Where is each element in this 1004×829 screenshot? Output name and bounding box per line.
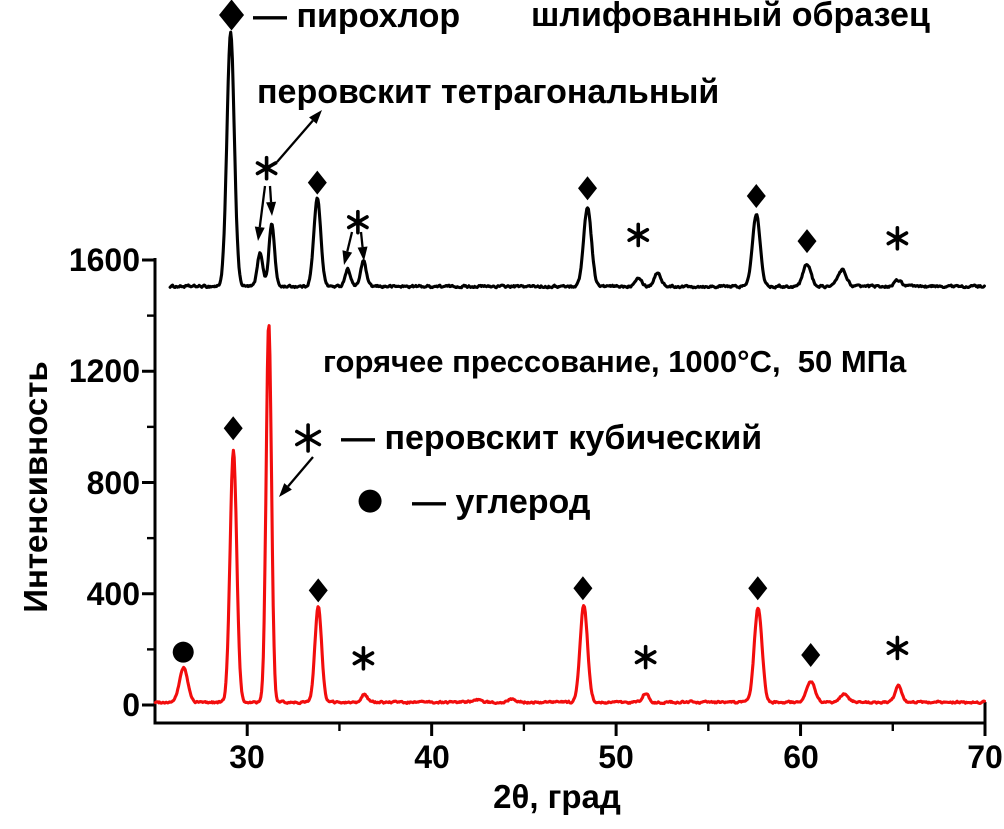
annotation-arrow [359, 231, 364, 248]
diamond-marker-icon [801, 642, 821, 667]
y-tick-label-0: 0 [122, 687, 140, 723]
annotation-arrow [346, 231, 354, 252]
y-tick-label-800: 800 [86, 465, 140, 501]
legend-carbon-label: — углерод [412, 483, 591, 521]
legend-perovskite-tetragonal-label: перовскит тетрагональный [257, 73, 720, 111]
diamond-marker-icon [746, 184, 766, 209]
diamond-marker-icon [748, 576, 768, 601]
annotation-arrowhead-icon [266, 201, 277, 216]
x-tick-label-70: 70 [967, 739, 1003, 775]
x-axis-title: 2θ, град [493, 778, 621, 815]
annotation-arrow [258, 185, 267, 228]
diamond-marker-icon [573, 576, 593, 601]
legend-pyrochlore-label: — пирохлор [253, 0, 461, 35]
annotation-arrow [276, 119, 314, 163]
legend-circle-marker-icon [358, 489, 382, 513]
asterisk-marker-icon [634, 650, 657, 665]
annotation-arrowhead-icon [279, 483, 292, 497]
annotation-arrow [287, 456, 314, 488]
asterisk-marker-icon [886, 640, 909, 656]
asterisk-marker-icon [255, 161, 278, 176]
annotation-arrowhead-icon [309, 110, 322, 124]
asterisk-marker-icon [886, 231, 909, 246]
x-tick-label-40: 40 [414, 739, 450, 775]
legend-sample-top-label: шлифованный образец [531, 0, 930, 34]
diamond-marker-icon [307, 170, 327, 195]
legend-asterisk-marker-icon [295, 429, 322, 447]
circle-marker-icon [172, 641, 194, 663]
diamond-marker-icon [219, 0, 245, 31]
asterisk-marker-icon [627, 227, 650, 243]
asterisk-marker-icon [352, 651, 375, 666]
annotation-arrowhead-icon [357, 246, 368, 261]
diamond-marker-icon [308, 578, 328, 603]
y-tick-label-1200: 1200 [68, 353, 140, 389]
y-tick-label-400: 400 [86, 576, 140, 612]
x-tick-label-30: 30 [229, 739, 265, 775]
xrd-curve-polished-sample [168, 30, 986, 290]
y-tick-label-1600: 1600 [68, 242, 140, 278]
annotation-hot-pressing-label: горячее прессование, 1000°C, 50 МПа [323, 344, 907, 379]
xrd-curve-hot-pressed-sample [153, 324, 987, 706]
diamond-marker-icon [578, 176, 598, 201]
diamond-marker-icon [223, 416, 243, 441]
legend-perovskite-cubic-label: — перовскит кубический [341, 419, 763, 457]
x-tick-label-60: 60 [783, 739, 819, 775]
x-tick-label-50: 50 [598, 739, 634, 775]
asterisk-marker-icon [346, 215, 369, 230]
annotation-arrowhead-icon [254, 226, 265, 241]
diamond-marker-icon [797, 229, 817, 254]
annotation-arrow [268, 185, 273, 203]
annotation-arrowhead-icon [342, 250, 353, 265]
